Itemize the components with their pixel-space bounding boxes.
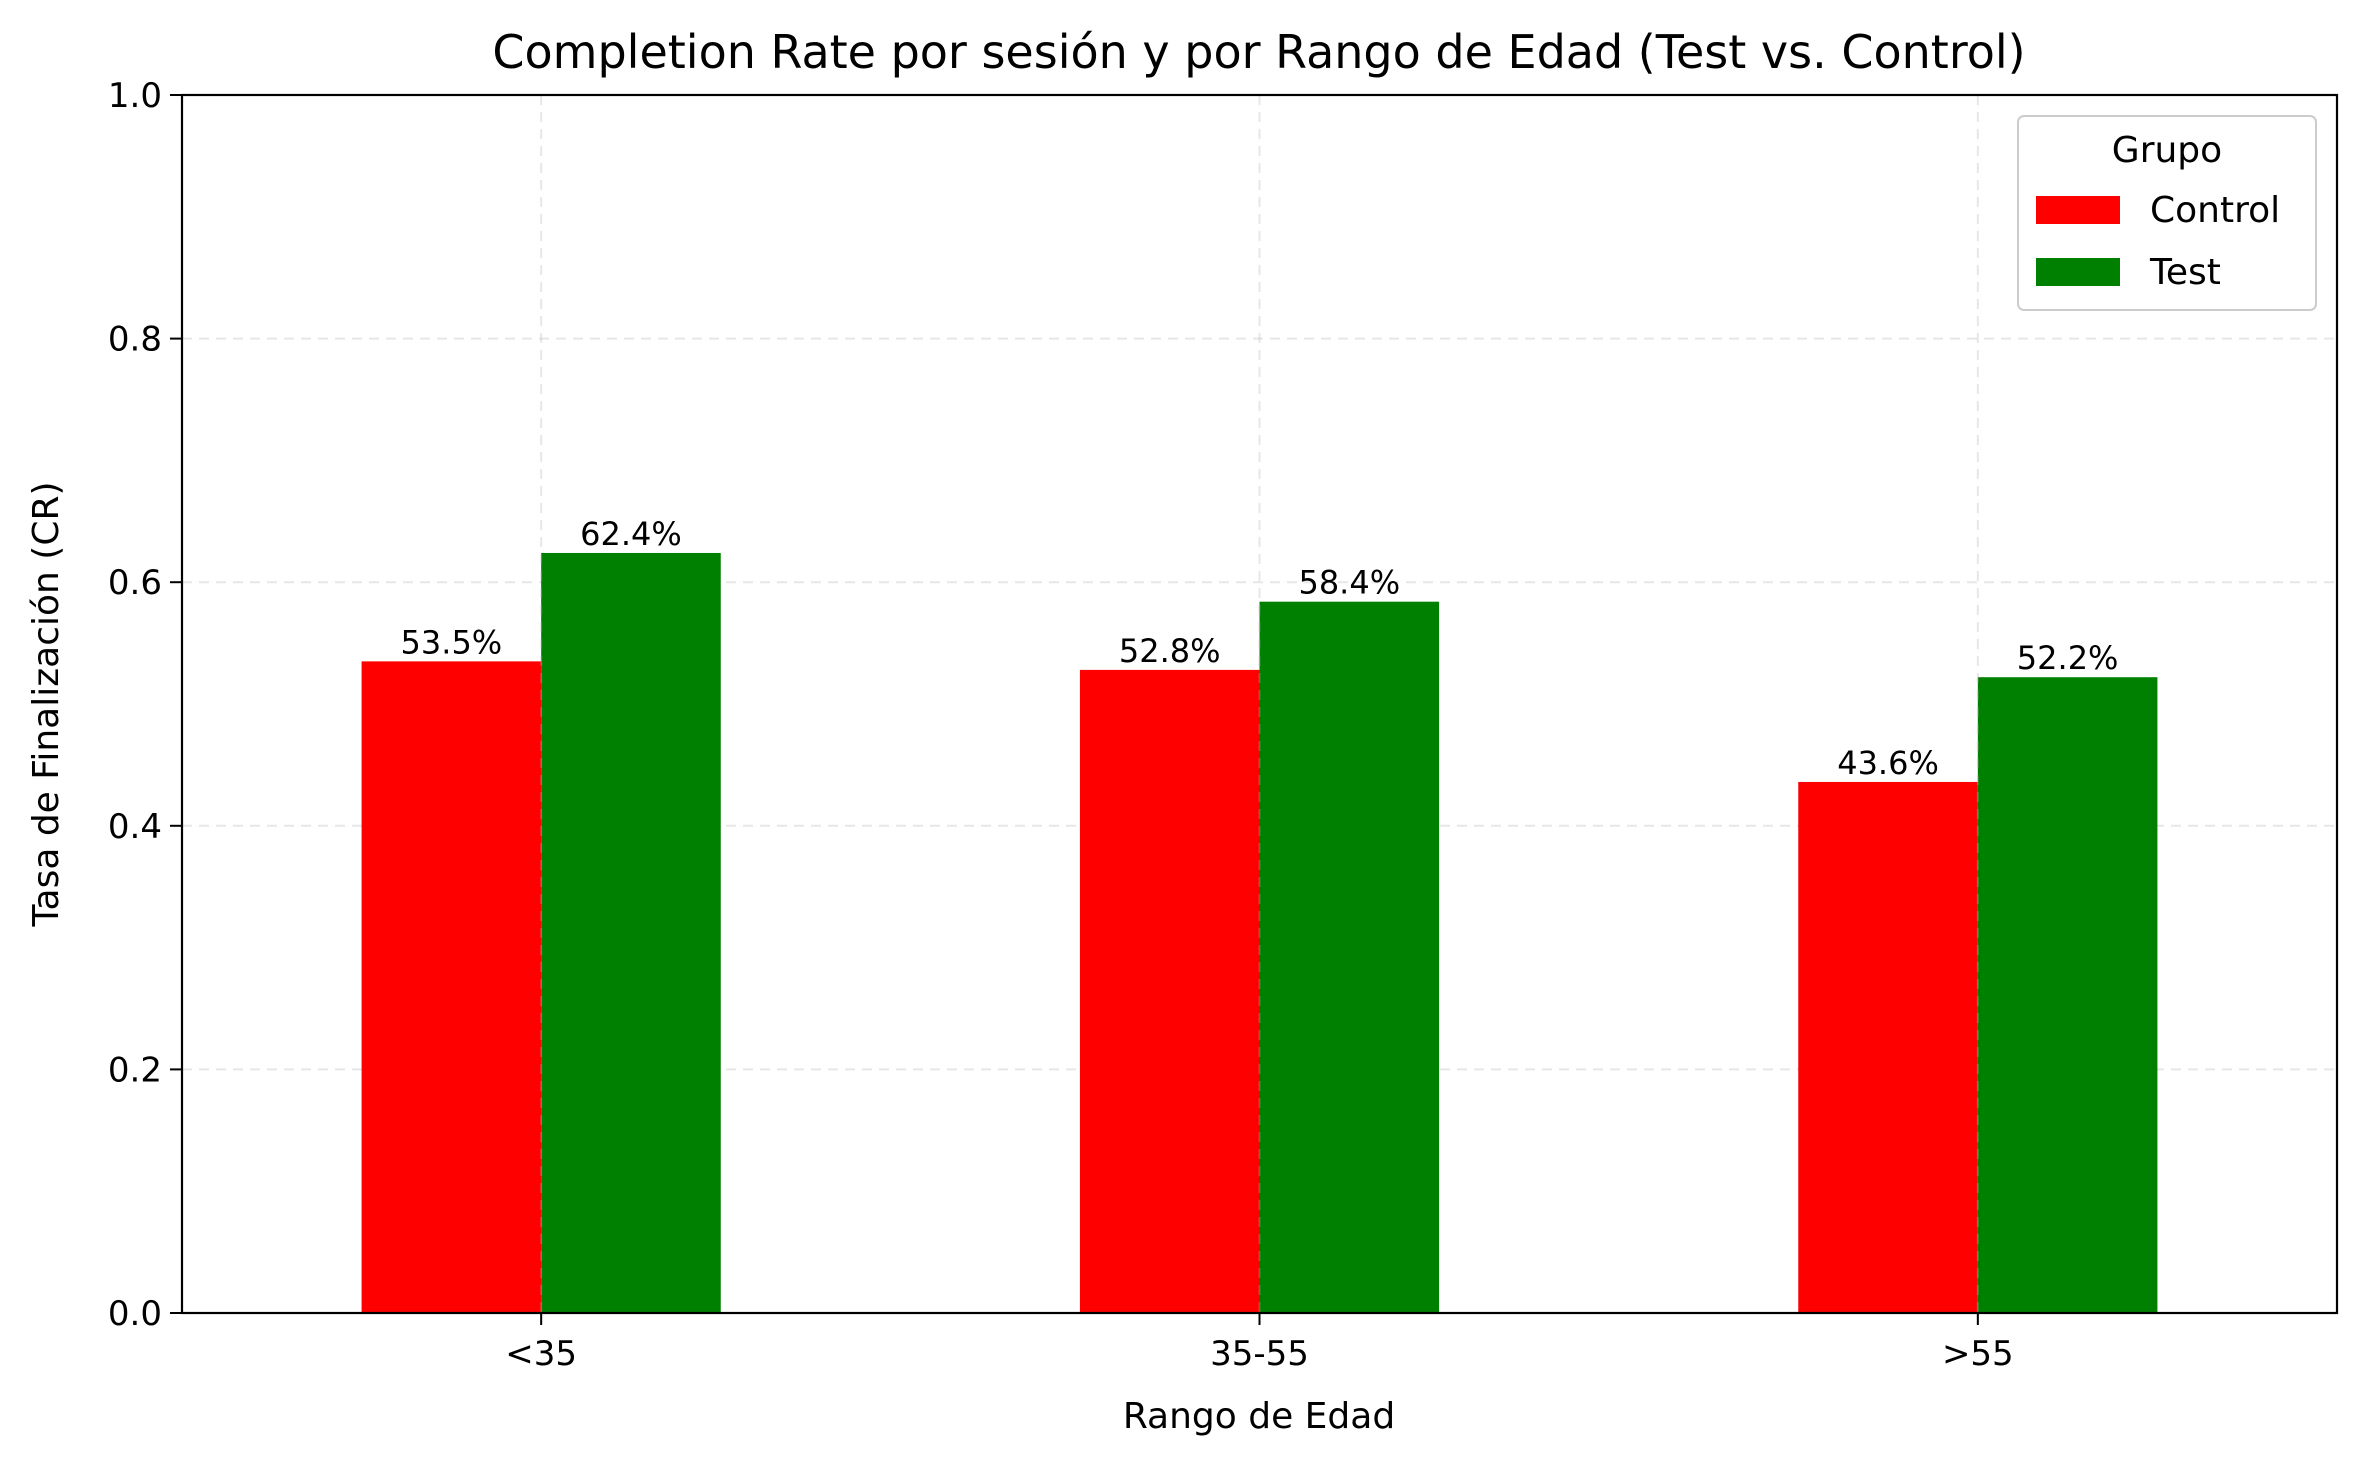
legend-swatch-test [2036, 258, 2120, 286]
bar-control-0 [361, 661, 542, 1313]
y-tick-label: 1.0 [108, 76, 162, 116]
bar-control-1 [1079, 669, 1260, 1313]
y-tick-label: 0.4 [108, 807, 162, 847]
x-axis-label: Rango de Edad [1123, 1396, 1395, 1437]
data-labels: 53.5% 52.8% 43.6% 62.4% 58.4% 52.2% [401, 95, 2119, 1313]
bars [361, 552, 2158, 1313]
bar-test-2 [1977, 677, 2158, 1313]
bar-test-0 [541, 552, 721, 1313]
x-tick-label: >55 [1942, 1334, 2014, 1374]
legend-label-control: Control [2150, 190, 2280, 231]
y-tick-label: 0.8 [108, 320, 162, 360]
bar-control-2 [1798, 781, 1978, 1313]
data-label: 43.6% [1837, 744, 1939, 782]
bar-test-1 [1259, 601, 1440, 1313]
data-label: 52.2% [2017, 639, 2119, 677]
y-tick-label: 0.0 [108, 1294, 162, 1334]
legend: Grupo Control Test [2017, 115, 2317, 311]
chart-title: Completion Rate por sesión y por Rango d… [492, 25, 2025, 79]
y-axis-ticks: 0.0 0.2 0.4 0.6 0.8 1.0 [108, 76, 182, 1334]
data-label: 58.4% [1298, 564, 1400, 602]
legend-title: Grupo [2112, 130, 2222, 171]
x-tick-label: <35 [505, 1334, 577, 1374]
x-axis-ticks: <35 35-55 >55 [505, 1313, 2014, 1374]
x-tick-label: 35-55 [1210, 1334, 1309, 1374]
legend-swatch-control [2036, 196, 2120, 224]
data-label: 53.5% [401, 623, 503, 661]
legend-entries: Control Test [2036, 190, 2280, 293]
y-axis-label: Tasa de Finalización (CR) [26, 481, 67, 927]
y-tick-label: 0.2 [108, 1050, 162, 1090]
data-label: 62.4% [580, 515, 682, 553]
y-tick-label: 0.6 [108, 563, 162, 603]
legend-label-test: Test [2149, 252, 2221, 293]
data-label: 52.8% [1119, 632, 1221, 670]
